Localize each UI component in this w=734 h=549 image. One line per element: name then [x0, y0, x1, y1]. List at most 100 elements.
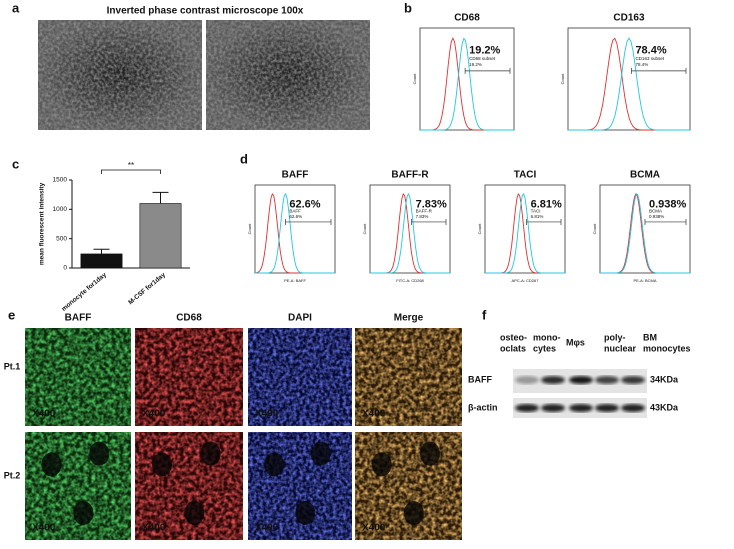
panel-label: a: [12, 0, 20, 15]
fluorescence-texture: [355, 328, 462, 426]
y-axis-label: Count: [362, 223, 367, 235]
y-tick-label: 1000: [53, 206, 68, 213]
magnification: X400: [32, 523, 56, 534]
histogram-title: BAFF-R: [391, 170, 429, 181]
gate-percent: 62.6%: [289, 198, 320, 210]
panel-label: e: [8, 307, 15, 322]
histogram-title: BAFF: [282, 170, 309, 181]
lane-label: monocytes: [643, 343, 691, 353]
column-header: CD68: [176, 313, 202, 324]
gate-name: BCMA: [649, 209, 662, 214]
y-axis-label: Count: [247, 223, 252, 235]
gate-name: BAFF: [289, 209, 301, 214]
y-axis-label: Count: [412, 73, 417, 85]
vessel: [371, 452, 392, 477]
magnification: X400: [255, 409, 279, 420]
y-tick-label: 500: [56, 235, 67, 242]
gate-value: 62.6%: [289, 214, 302, 219]
magnification: X400: [142, 409, 166, 420]
significance-bracket: [101, 169, 161, 174]
histogram-title: CD68: [454, 13, 480, 24]
y-tick-label: 0: [63, 265, 67, 272]
gate: [411, 218, 447, 225]
significance-label: **: [128, 161, 134, 170]
gate-value: 6.81%: [531, 214, 544, 219]
blot-band: [569, 376, 593, 384]
gate-name: CD163 subset: [635, 56, 664, 61]
gate-percent: 19.2%: [469, 44, 500, 56]
gate-percent: 78.4%: [635, 44, 666, 56]
blot-band: [515, 376, 539, 384]
blot-band: [569, 404, 593, 412]
stain-curve: [255, 192, 335, 274]
histogram-frame: [419, 27, 515, 131]
error-bar: [93, 248, 110, 254]
gate-percent: 6.81%: [531, 198, 562, 210]
lane-label: oclats: [500, 343, 526, 353]
x-axis-label: APC-A: CD267: [512, 278, 540, 283]
micrograph-texture: [206, 20, 370, 130]
blot-row-label: β-actin: [468, 402, 498, 412]
blot-band: [541, 404, 565, 412]
magnification: X400: [142, 523, 166, 534]
panel-label: c: [12, 156, 19, 171]
micrograph-texture: [38, 20, 202, 130]
column-header: BAFF: [65, 313, 92, 324]
blot-row-label: BAFF: [468, 374, 492, 384]
gate-percent: 0.938%: [649, 198, 687, 210]
gate: [644, 218, 687, 225]
y-axis-label: Count: [592, 223, 597, 235]
lane-label: osteo-: [500, 332, 527, 342]
vessel: [200, 441, 221, 466]
lane-label: cytes: [533, 343, 556, 353]
row-label: Pt.1: [4, 361, 21, 371]
histogram-frame: [484, 184, 566, 274]
vessel: [41, 452, 62, 477]
vessel: [89, 441, 110, 466]
magnification: X400: [32, 409, 56, 420]
gate-name: BAFF-R: [416, 209, 433, 214]
magnification: X400: [255, 523, 279, 534]
x-axis-label: PE-A: BAFF: [284, 278, 306, 283]
stain-curve: [600, 193, 690, 274]
blot-band: [621, 404, 645, 412]
vessel: [310, 441, 331, 466]
fluorescence-texture: [248, 328, 352, 426]
histogram-title: CD163: [613, 13, 645, 24]
bar: [80, 253, 123, 269]
vessel: [184, 501, 205, 525]
fluorescence-texture: [135, 328, 243, 426]
gate: [526, 218, 562, 225]
gate-name: TACI: [531, 209, 541, 214]
fluorescence-texture: [25, 328, 131, 426]
blot-size-label: 34KDa: [650, 374, 679, 384]
error-bar: [152, 191, 169, 204]
x-axis-label: FITC-A: CD268: [396, 278, 424, 283]
lane-label: mono-: [533, 332, 561, 342]
vessel: [403, 501, 424, 525]
gate-value: 78.4%: [635, 62, 648, 67]
x-axis-label: PE-A: BCMA: [633, 278, 656, 283]
y-axis-label: Count: [477, 223, 482, 235]
gate-percent: 7.83%: [416, 198, 447, 210]
stain-curve: [370, 192, 450, 274]
vessel: [264, 452, 284, 477]
y-tick-label: 1500: [53, 177, 68, 184]
vessel: [73, 501, 94, 525]
histogram-title: TACI: [514, 170, 537, 181]
vessel: [152, 452, 172, 477]
gate-name: CD68 subset: [469, 56, 496, 61]
vessel: [295, 501, 316, 525]
lane-label: BM: [643, 332, 657, 342]
gate: [285, 218, 332, 225]
stain-curve: [485, 192, 565, 274]
histogram-frame: [369, 184, 451, 274]
panel-label: f: [482, 307, 487, 322]
panel-label: b: [404, 0, 412, 15]
x-tick-label: M-CSF for1day: [127, 271, 167, 306]
y-axis-label: Count: [560, 73, 565, 85]
gate-value: 0.938%: [649, 214, 664, 219]
panel-label: d: [240, 151, 248, 166]
vessel: [419, 441, 440, 466]
